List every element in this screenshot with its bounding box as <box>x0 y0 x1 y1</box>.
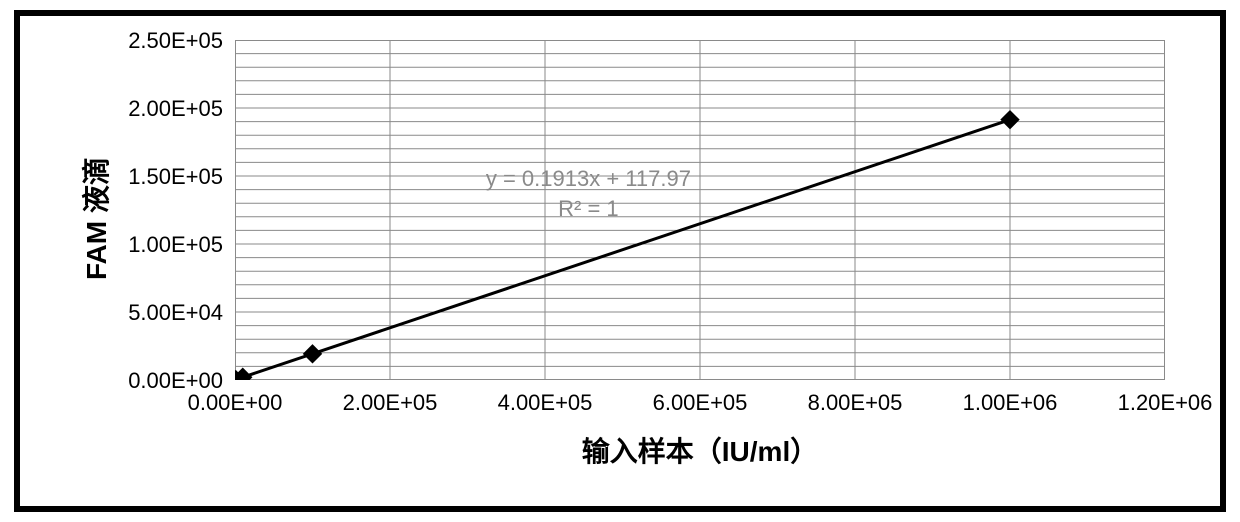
x-tick-label: 8.00E+05 <box>808 390 903 416</box>
y-tick-label: 5.00E+04 <box>128 300 223 326</box>
figure-frame: FAM 液滴 输入样本（IU/ml） y = 0.1913x + 117.97 … <box>0 0 1240 522</box>
x-tick-label: 2.00E+05 <box>343 390 438 416</box>
x-tick-label: 6.00E+05 <box>653 390 748 416</box>
plot-area <box>235 40 1165 380</box>
x-tick-label: 4.00E+05 <box>498 390 593 416</box>
y-tick-label: 1.50E+05 <box>128 164 223 190</box>
x-tick-label: 0.00E+00 <box>188 390 283 416</box>
trendline-equation: y = 0.1913x + 117.97 <box>486 166 691 192</box>
y-tick-label: 2.50E+05 <box>128 28 223 54</box>
y-tick-label: 1.00E+05 <box>128 232 223 258</box>
trendline-r2: R² = 1 <box>558 196 619 222</box>
x-axis-title: 输入样本（IU/ml） <box>582 430 818 470</box>
x-tick-label: 1.20E+06 <box>1118 390 1213 416</box>
y-axis-title: FAM 液滴 <box>75 157 115 280</box>
y-tick-label: 2.00E+05 <box>128 96 223 122</box>
plot-svg <box>235 40 1165 380</box>
x-tick-label: 1.00E+06 <box>963 390 1058 416</box>
